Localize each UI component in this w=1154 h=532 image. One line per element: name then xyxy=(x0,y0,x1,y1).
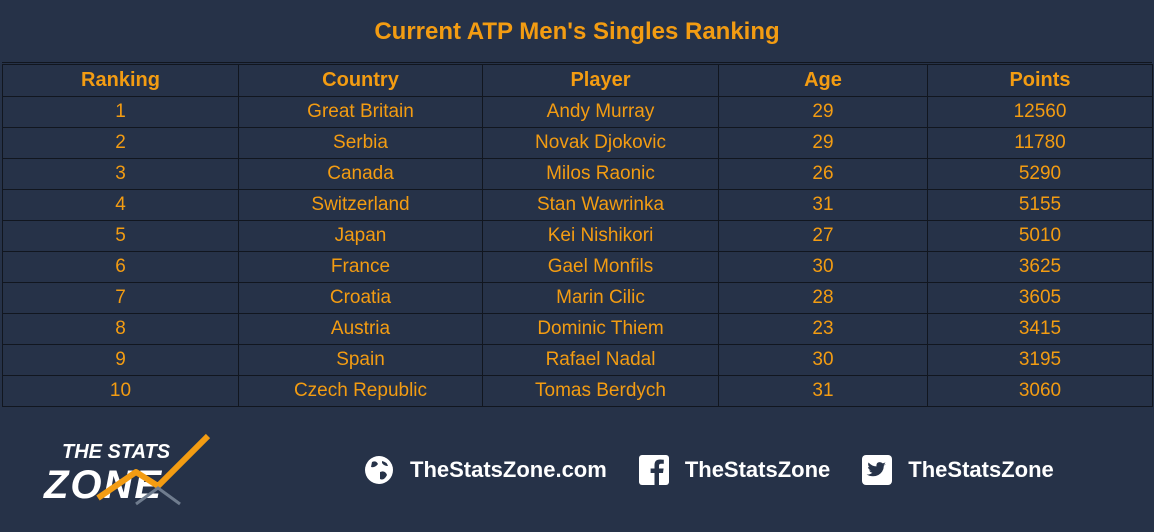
cell-country: Great Britain xyxy=(238,96,483,128)
cell-ranking: 10 xyxy=(2,375,239,407)
cell-player: Rafael Nadal xyxy=(482,344,719,376)
logo-swoosh xyxy=(96,433,211,501)
cell-age: 30 xyxy=(718,251,928,283)
column-header-points: Points xyxy=(927,64,1153,97)
cell-country: Croatia xyxy=(238,282,483,314)
cell-ranking: 8 xyxy=(2,313,239,345)
cell-age: 31 xyxy=(718,189,928,221)
logo-mark-icon: THE STATS ZONE xyxy=(43,433,211,507)
cell-ranking: 5 xyxy=(2,220,239,252)
table-row: 4 Switzerland Stan Wawrinka 31 5155 xyxy=(2,189,1153,221)
cell-age: 26 xyxy=(718,158,928,190)
cell-country: Serbia xyxy=(238,127,483,159)
cell-points: 5010 xyxy=(927,220,1153,252)
cell-points: 12560 xyxy=(927,96,1153,128)
twitter-icon xyxy=(860,453,894,487)
table-body: 1 Great Britain Andy Murray 29 12560 2 Serbia N… xyxy=(2,96,1153,407)
cell-points: 5290 xyxy=(927,158,1153,190)
cell-points: 3415 xyxy=(927,313,1153,345)
cell-country: Switzerland xyxy=(238,189,483,221)
social-links: TheStatsZone.com TheStatsZone xyxy=(362,448,1084,492)
cell-player: Marin Cilic xyxy=(482,282,719,314)
cell-age: 23 xyxy=(718,313,928,345)
cell-player: Milos Raonic xyxy=(482,158,719,190)
cell-points: 5155 xyxy=(927,189,1153,221)
cell-age: 30 xyxy=(718,344,928,376)
cell-points: 11780 xyxy=(927,127,1153,159)
cell-country: Austria xyxy=(238,313,483,345)
cell-points: 3605 xyxy=(927,282,1153,314)
cell-player: Kei Nishikori xyxy=(482,220,719,252)
cell-age: 27 xyxy=(718,220,928,252)
cell-age: 29 xyxy=(718,127,928,159)
cell-ranking: 9 xyxy=(2,344,239,376)
cell-points: 3625 xyxy=(927,251,1153,283)
cell-country: Czech Republic xyxy=(238,375,483,407)
footer: THE STATS ZONE TheStatsZone.com xyxy=(0,408,1154,532)
cell-points: 3060 xyxy=(927,375,1153,407)
table-row: 1 Great Britain Andy Murray 29 12560 xyxy=(2,96,1153,128)
column-header-player: Player xyxy=(482,64,719,97)
table-row: 7 Croatia Marin Cilic 28 3605 xyxy=(2,282,1153,314)
cell-age: 31 xyxy=(718,375,928,407)
column-header-age: Age xyxy=(718,64,928,97)
chart-title: Current ATP Men's Singles Ranking xyxy=(2,2,1152,63)
cell-player: Novak Djokovic xyxy=(482,127,719,159)
cell-age: 28 xyxy=(718,282,928,314)
website-link[interactable]: TheStatsZone.com xyxy=(362,453,607,487)
column-header-country: Country xyxy=(238,64,483,97)
globe-icon xyxy=(362,453,396,487)
facebook-link[interactable]: TheStatsZone xyxy=(637,453,830,487)
cell-ranking: 3 xyxy=(2,158,239,190)
cell-country: France xyxy=(238,251,483,283)
facebook-icon xyxy=(637,453,671,487)
cell-ranking: 1 xyxy=(2,96,239,128)
table-row: 2 Serbia Novak Djokovic 29 11780 xyxy=(2,127,1153,159)
facebook-label: TheStatsZone xyxy=(684,457,831,482)
table-row: 3 Canada Milos Raonic 26 5290 xyxy=(2,158,1153,190)
table-row: 6 France Gael Monfils 30 3625 xyxy=(2,251,1153,283)
logo-line1: THE STATS xyxy=(62,441,171,463)
table-row: 10 Czech Republic Tomas Berdych 31 3060 xyxy=(2,375,1153,407)
column-header-ranking: Ranking xyxy=(2,64,239,97)
table-row: 5 Japan Kei Nishikori 27 5010 xyxy=(2,220,1153,252)
cell-player: Dominic Thiem xyxy=(482,313,719,345)
cell-ranking: 4 xyxy=(2,189,239,221)
table-row: 9 Spain Rafael Nadal 30 3195 xyxy=(2,344,1153,376)
website-label: TheStatsZone.com xyxy=(410,457,607,482)
cell-points: 3195 xyxy=(927,344,1153,376)
cell-country: Japan xyxy=(238,220,483,252)
stats-zone-logo: THE STATS ZONE xyxy=(40,432,250,512)
logo-line2: ZONE xyxy=(43,463,163,507)
logo-court-lines xyxy=(135,486,181,506)
cell-player: Gael Monfils xyxy=(482,251,719,283)
cell-country: Canada xyxy=(238,158,483,190)
cell-ranking: 6 xyxy=(2,251,239,283)
cell-ranking: 2 xyxy=(2,127,239,159)
table-row: 8 Austria Dominic Thiem 23 3415 xyxy=(2,313,1153,345)
header-row: Ranking Country Player Age Points xyxy=(2,64,1153,97)
cell-player: Stan Wawrinka xyxy=(482,189,719,221)
cell-age: 29 xyxy=(718,96,928,128)
cell-player: Andy Murray xyxy=(482,96,719,128)
cell-country: Spain xyxy=(238,344,483,376)
cell-player: Tomas Berdych xyxy=(482,375,719,407)
twitter-link[interactable]: TheStatsZone xyxy=(860,453,1054,487)
cell-ranking: 7 xyxy=(2,282,239,314)
twitter-label: TheStatsZone xyxy=(908,457,1054,482)
ranking-table: Ranking Country Player Age Points 1 Great… xyxy=(2,64,1153,407)
